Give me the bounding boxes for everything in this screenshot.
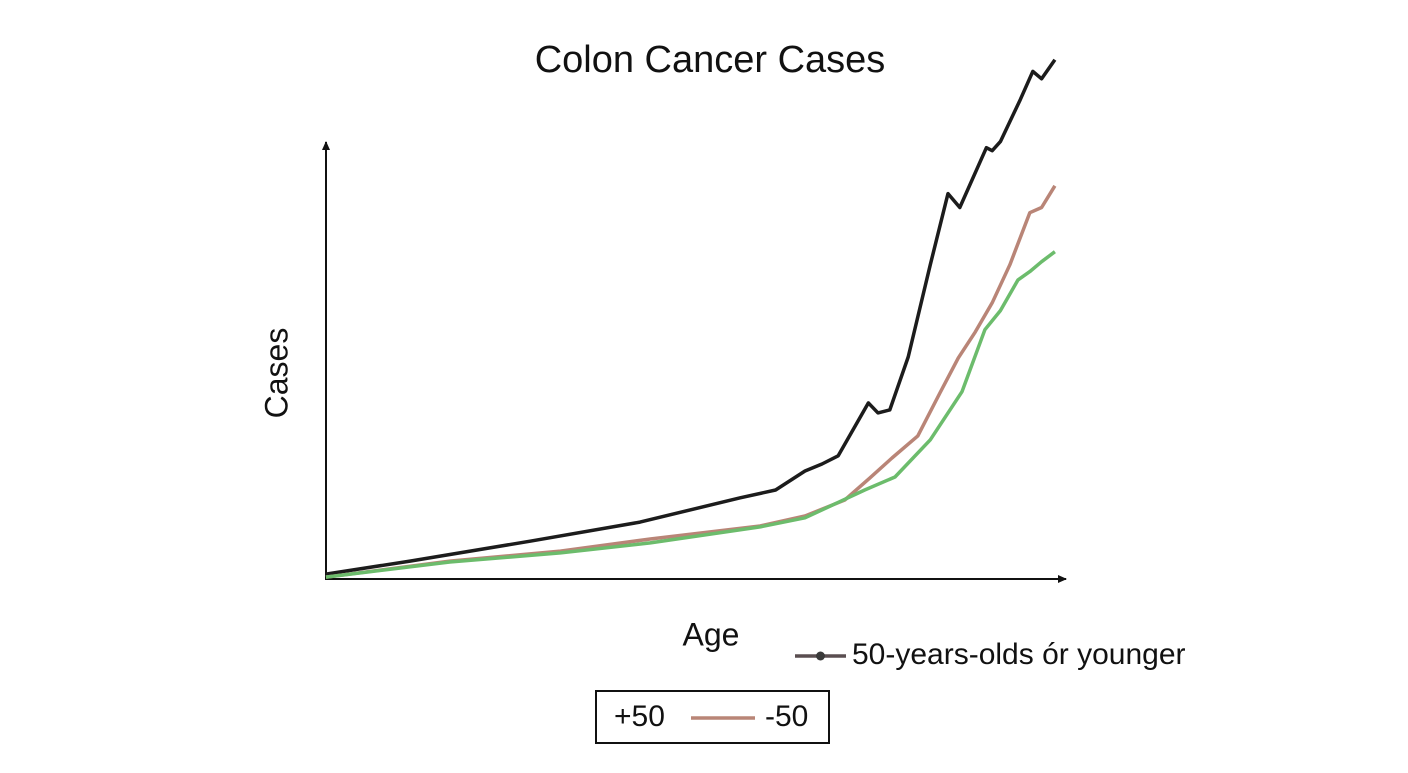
series-line	[325, 184, 1057, 579]
legend-label: -50	[765, 700, 808, 733]
legend-key-dot	[816, 651, 825, 661]
series-line	[325, 250, 1056, 579]
legend-label: 50-years-olds ór younger	[852, 638, 1186, 671]
y-axis-label: Cases	[258, 328, 294, 419]
chart-title: Colon Cancer Cases	[535, 39, 886, 81]
legend-box	[595, 690, 830, 744]
x-axis-label: Age	[683, 616, 740, 652]
series-line	[325, 58, 1057, 576]
legend-label: +50	[614, 700, 665, 733]
